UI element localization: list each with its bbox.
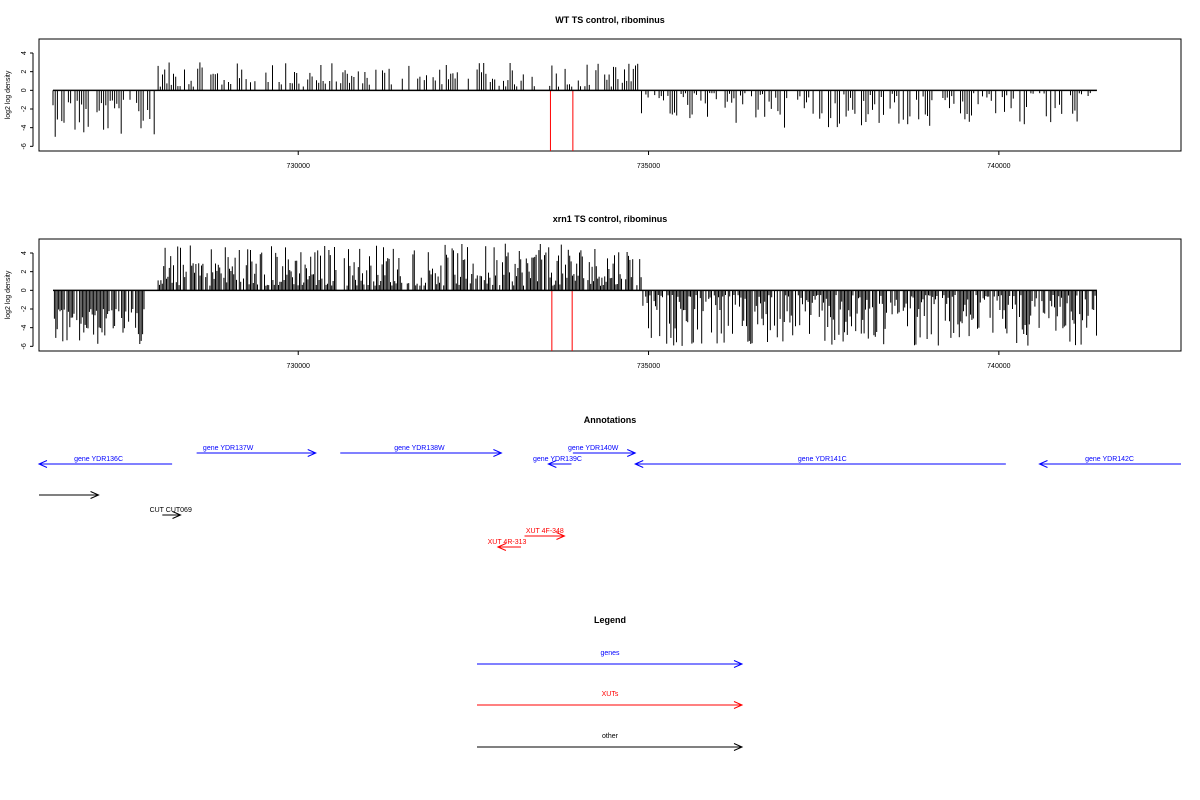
feature-label: gene YDR142C	[1085, 456, 1134, 463]
wt-y-axis: 4 2 0 -2 -4 -6	[21, 51, 34, 149]
annotation-features: gene YDR136C gene YDR137W gene YDR138W gene…	[37, 445, 1181, 551]
wt-bars	[52, 62, 1097, 151]
legend-title: Legend	[594, 615, 626, 625]
wt-track-panel: WT TS control, ribominus log2 log densit…	[5, 15, 1182, 170]
x-tick-label: 735000	[637, 163, 660, 170]
xrn1-y-axis-label: log2 log density	[5, 270, 12, 319]
feature-arrow	[547, 460, 572, 468]
feature-arrow	[496, 543, 522, 551]
feature-label: gene YDR138W	[394, 445, 445, 452]
wt-x-axis: 730000 735000 740000	[287, 151, 1011, 170]
legend: genes XUTs other	[477, 650, 744, 751]
feature-label: XUT 4R-313	[488, 539, 527, 546]
y-tick-label: -2	[21, 106, 28, 112]
xrn1-x-axis: 730000 735000 740000	[287, 351, 1011, 370]
y-tick-label: 0	[21, 288, 28, 292]
x-tick-label: 740000	[987, 163, 1010, 170]
xrn1-plot-frame	[38, 238, 1182, 352]
feature-label: gene YDR136C	[74, 456, 123, 463]
feature-label: gene YDR139C	[533, 456, 582, 463]
feature-arrow	[39, 491, 100, 499]
y-tick-label: -6	[21, 143, 28, 149]
feature-arrow	[37, 460, 173, 468]
y-tick-label: -6	[21, 343, 28, 349]
feature-arrow	[572, 449, 637, 457]
feature-label: XUT 4F-348	[526, 528, 564, 535]
xrn1-bars	[53, 243, 1097, 351]
y-tick-label: 4	[21, 51, 28, 55]
x-tick-label: 730000	[287, 363, 310, 370]
y-tick-label: -4	[21, 324, 28, 330]
y-tick-label: 0	[21, 88, 28, 92]
feature-label: gene YDR137W	[203, 445, 254, 452]
annotations-title: Annotations	[584, 415, 637, 425]
feature-arrow	[633, 460, 1006, 468]
y-tick-label: -2	[21, 306, 28, 312]
legend-label: other	[602, 733, 619, 740]
feature-label: gene YDR140W	[568, 445, 619, 452]
feature-arrow	[340, 449, 503, 457]
feature-arrow	[196, 449, 317, 457]
xrn1-track-title: xrn1 TS control, ribominus	[553, 214, 668, 224]
y-tick-label: 2	[21, 270, 28, 274]
x-tick-label: 730000	[287, 163, 310, 170]
feature-arrow	[162, 511, 182, 519]
feature-arrow	[524, 532, 566, 540]
legend-arrow	[477, 660, 744, 668]
legend-label: XUTs	[602, 691, 619, 698]
feature-label: CUT CUT069	[150, 507, 192, 514]
y-tick-label: 4	[21, 251, 28, 255]
y-tick-label: -4	[21, 124, 28, 130]
y-tick-label: 2	[21, 70, 28, 74]
wt-plot-frame	[38, 38, 1182, 152]
wt-y-axis-label: log2 log density	[5, 70, 12, 119]
xrn1-y-axis: 4 2 0 -2 -4 -6	[21, 251, 34, 349]
wt-track-title: WT TS control, ribominus	[555, 15, 665, 25]
x-tick-label: 740000	[987, 363, 1010, 370]
legend-label: genes	[600, 650, 620, 657]
xrn1-track-panel: xrn1 TS control, ribominus log2 log dens…	[5, 214, 1182, 370]
feature-label: gene YDR141C	[798, 456, 847, 463]
legend-arrow	[477, 743, 744, 751]
feature-arrow	[1038, 460, 1181, 468]
legend-arrow	[477, 701, 744, 709]
x-tick-label: 735000	[637, 363, 660, 370]
